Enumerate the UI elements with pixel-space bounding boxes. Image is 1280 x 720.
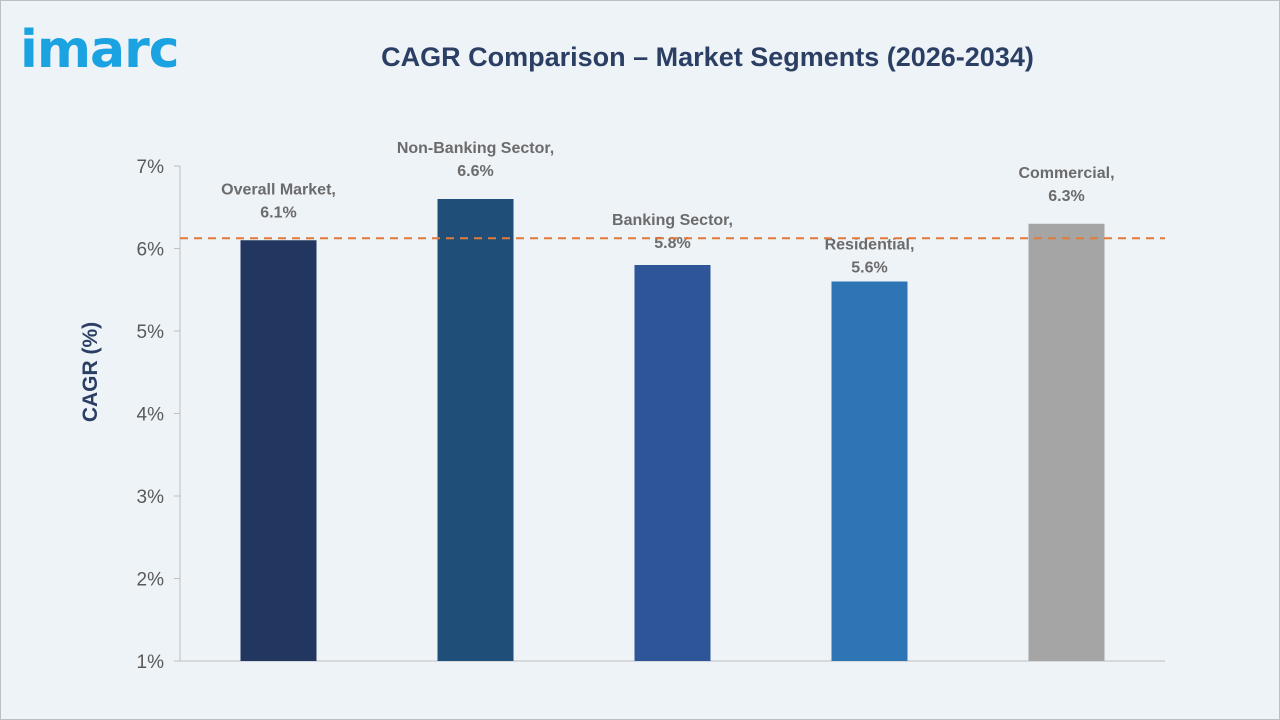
data-label: Commercial,	[1018, 165, 1114, 182]
data-label: 6.1%	[260, 204, 296, 221]
y-tick-label: 4%	[137, 405, 165, 426]
y-tick-label: 3%	[137, 487, 165, 508]
data-label: 5.6%	[851, 260, 887, 277]
data-label: Overall Market,	[221, 181, 336, 198]
y-tick-label: 2%	[137, 570, 165, 591]
data-label: Non-Banking Sector,	[397, 140, 554, 157]
data-label: Residential,	[825, 237, 915, 254]
y-axis-title: CAGR (%)	[79, 322, 102, 422]
data-label: 6.3%	[1048, 188, 1084, 205]
data-label: 6.6%	[457, 163, 493, 180]
chart-title: CAGR Comparison – Market Segments (2026-…	[381, 42, 1034, 72]
y-tick-label: 6%	[137, 240, 165, 261]
bar	[1028, 223, 1105, 661]
bar	[634, 265, 711, 661]
bar	[240, 240, 317, 661]
y-tick-label: 5%	[137, 322, 165, 343]
imarc-logo: imarc	[20, 18, 210, 88]
y-tick-label: 7%	[137, 157, 165, 178]
y-tick-label: 1%	[137, 652, 165, 673]
logo-text: imarc	[20, 20, 180, 80]
data-label: Banking Sector,	[612, 212, 733, 229]
bar	[831, 281, 908, 661]
bar	[437, 199, 514, 661]
